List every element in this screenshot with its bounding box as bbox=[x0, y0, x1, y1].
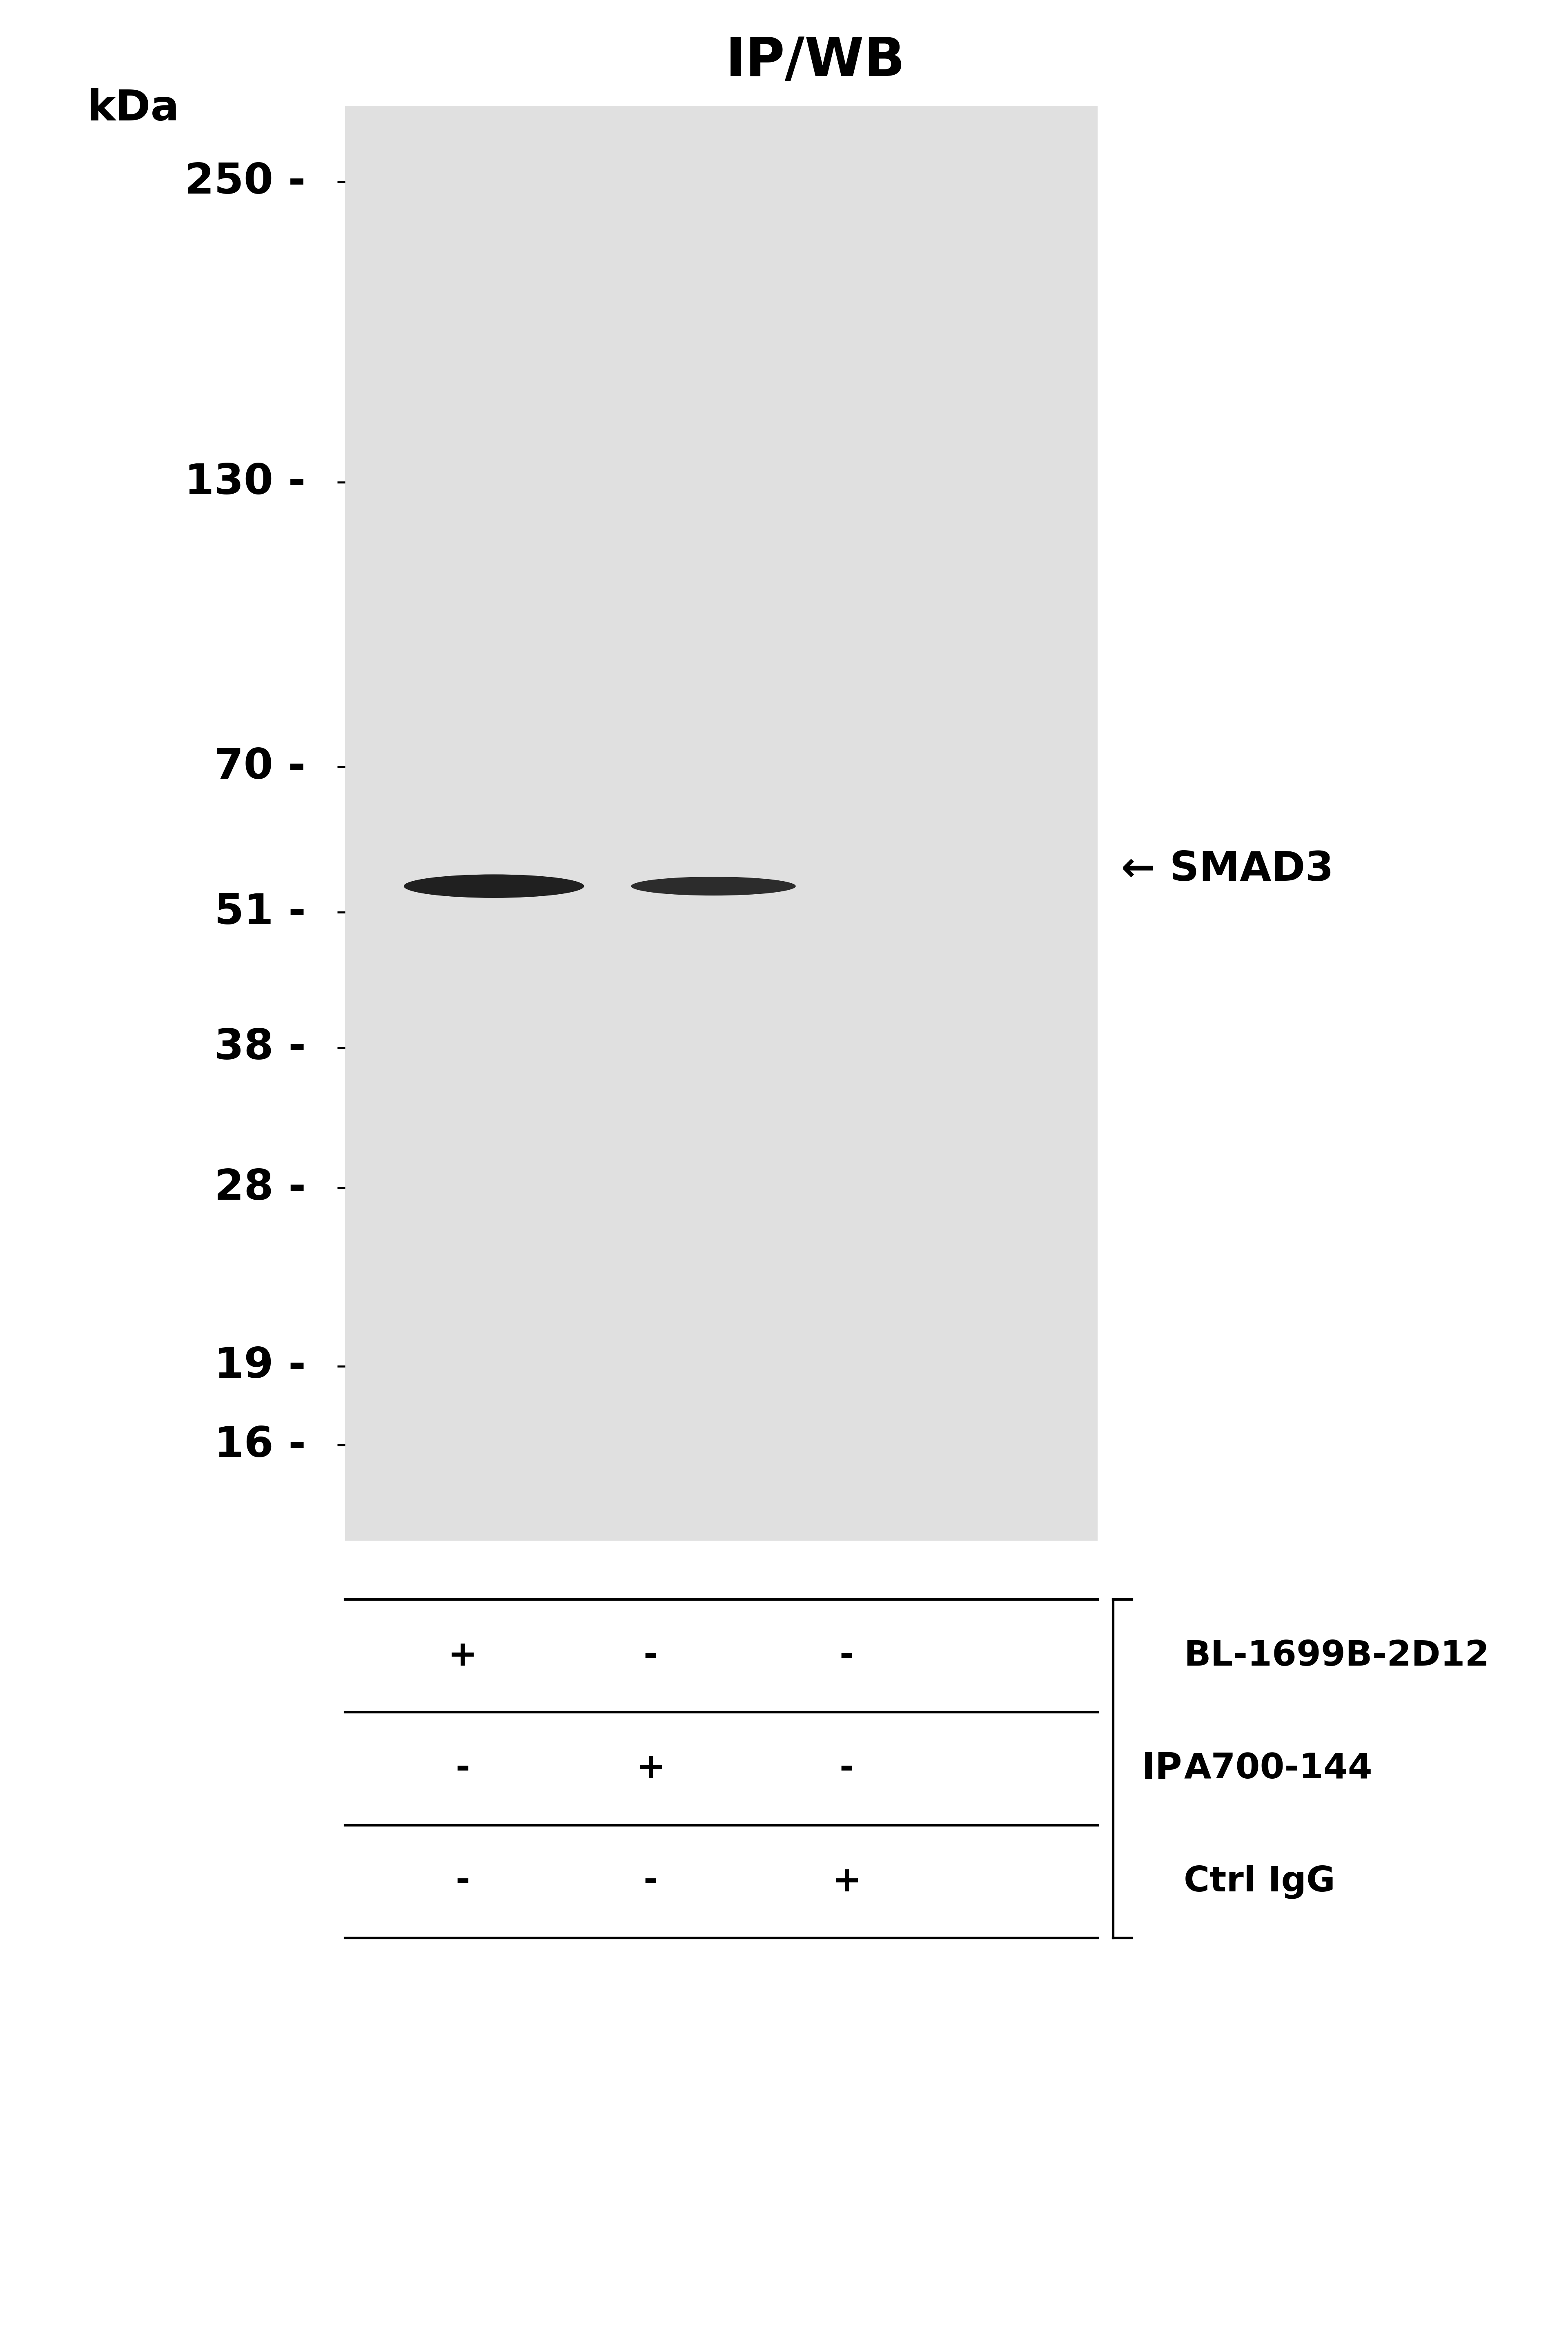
Text: BL-1699B-2D12: BL-1699B-2D12 bbox=[1184, 1639, 1490, 1672]
Text: Ctrl IgG: Ctrl IgG bbox=[1184, 1865, 1336, 1898]
Text: 250 -: 250 - bbox=[185, 162, 306, 202]
Text: +: + bbox=[448, 1639, 477, 1672]
Text: -: - bbox=[455, 1865, 470, 1898]
Text: 19 -: 19 - bbox=[215, 1345, 306, 1388]
Text: 28 -: 28 - bbox=[215, 1167, 306, 1209]
Text: 16 -: 16 - bbox=[215, 1425, 306, 1465]
Text: IP: IP bbox=[1142, 1750, 1182, 1788]
Text: IP/WB: IP/WB bbox=[726, 35, 905, 87]
Text: 51 -: 51 - bbox=[215, 891, 306, 934]
Text: kDa: kDa bbox=[88, 87, 179, 129]
Text: ← SMAD3: ← SMAD3 bbox=[1121, 849, 1333, 889]
Text: 70 -: 70 - bbox=[215, 746, 306, 788]
Text: +: + bbox=[637, 1752, 665, 1785]
Text: -: - bbox=[643, 1865, 659, 1898]
Ellipse shape bbox=[405, 875, 583, 898]
Text: 130 -: 130 - bbox=[185, 461, 306, 503]
Text: -: - bbox=[839, 1752, 855, 1785]
Text: -: - bbox=[455, 1752, 470, 1785]
Ellipse shape bbox=[630, 877, 795, 896]
Text: -: - bbox=[839, 1639, 855, 1672]
Bar bbox=[345, 106, 1098, 1541]
Text: +: + bbox=[833, 1865, 861, 1898]
Text: -: - bbox=[643, 1639, 659, 1672]
Text: A700-144: A700-144 bbox=[1184, 1752, 1372, 1785]
Text: 38 -: 38 - bbox=[215, 1028, 306, 1068]
